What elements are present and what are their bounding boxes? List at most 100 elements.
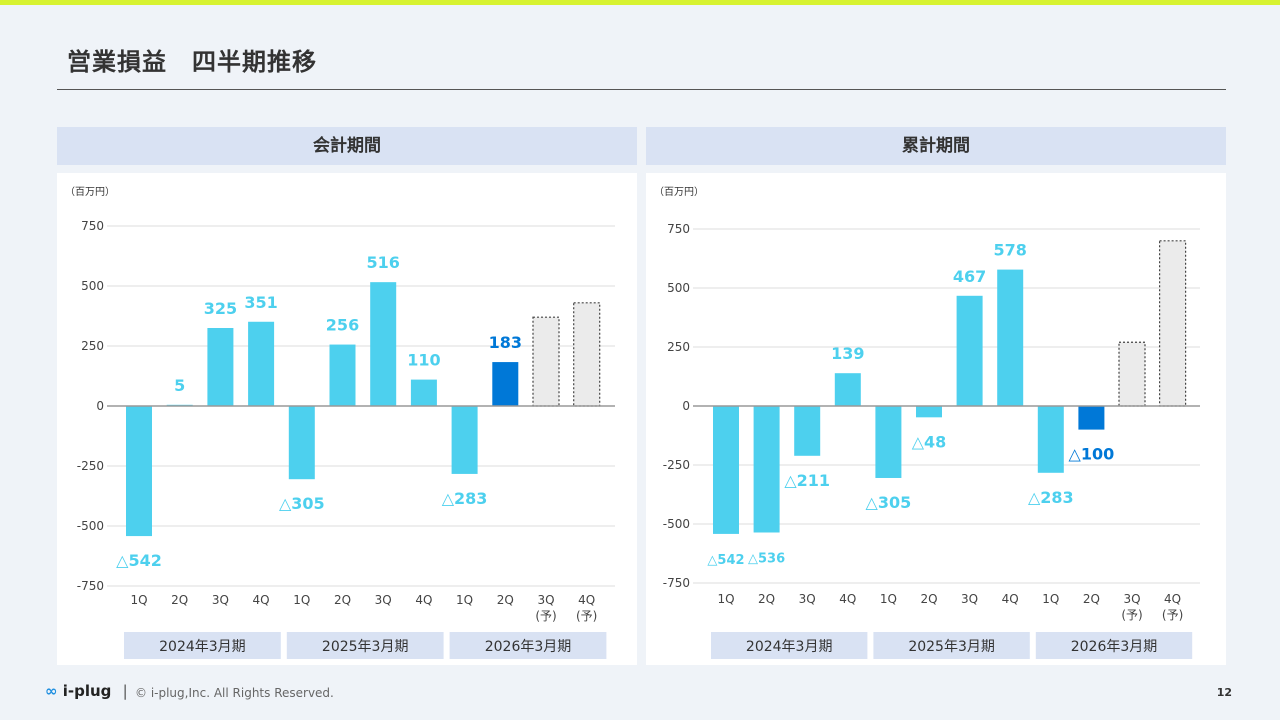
x-tick-label: 1Q (1042, 592, 1059, 606)
bar (997, 269, 1024, 406)
x-tick-label: 3Q (1123, 592, 1140, 606)
forecast-bar (1118, 341, 1146, 407)
data-label: △283 (1028, 488, 1074, 507)
x-tick-label: 2Q (171, 593, 188, 607)
y-tick-label: 750 (667, 222, 690, 236)
accent-bar (0, 0, 1280, 5)
forecast-bar (1158, 240, 1187, 407)
x-tick-label: 1Q (456, 593, 473, 607)
y-tick-label: 500 (81, 279, 104, 293)
bar (753, 406, 780, 533)
x-tick-label: 2Q (334, 593, 351, 607)
data-label: 351 (244, 293, 277, 312)
chart-panel-cumulative: （百万円） 750 500 250 0 -250 -500 -750 △542 1Q △536 2Q △… (646, 173, 1226, 665)
data-label: 516 (366, 253, 399, 272)
bar (834, 373, 861, 406)
bar (248, 321, 275, 406)
y-tick-label: 500 (667, 281, 690, 295)
data-label: △542 (707, 553, 744, 568)
x-tick-forecast-label: (予) (535, 609, 556, 623)
x-tick-label: 4Q (253, 593, 270, 607)
y-tick-label: 250 (667, 340, 690, 354)
x-tick-label: 2Q (758, 592, 775, 606)
x-tick-label: 1Q (130, 593, 147, 607)
footer-separator: | (122, 682, 128, 700)
y-tick-label: 0 (682, 399, 690, 413)
bar (956, 295, 983, 406)
y-tick-label: -750 (77, 579, 104, 593)
forecast-bar (573, 302, 601, 407)
x-tick-label: 4Q (839, 592, 856, 606)
bar (288, 406, 315, 480)
unit-label: （百万円） (654, 186, 704, 198)
bar (916, 406, 942, 418)
bar (875, 406, 902, 478)
data-label: 5 (174, 376, 185, 395)
x-tick-label: 2Q (1083, 592, 1100, 606)
data-label: △536 (748, 551, 785, 566)
page-number: 12 (1216, 686, 1232, 699)
x-tick-label: 1Q (293, 593, 310, 607)
data-label: 110 (407, 351, 440, 370)
copyright: © i-plug,Inc. All Rights Reserved. (135, 686, 334, 700)
chart-panel-quarterly: （百万円） 750 500 250 0 -250 -500 -750 △542 1Q 5 2Q 325 3… (57, 173, 637, 665)
data-label: 325 (204, 299, 237, 318)
data-label: △305 (866, 493, 912, 512)
data-label: 139 (831, 344, 864, 363)
logo-text: i-plug (62, 682, 112, 700)
logo: ∞ i-plug | (45, 682, 128, 700)
bar (329, 344, 356, 406)
bar (1078, 406, 1105, 430)
chart-quarterly: （百万円） 750 500 250 0 -250 -500 -750 △542 1Q 5 2Q 325 3… (65, 186, 615, 659)
data-label: △305 (279, 494, 325, 513)
x-tick-label: 1Q (717, 592, 734, 606)
y-tick-label: -500 (77, 519, 104, 533)
period-group-label: 2024年3月期 (159, 639, 246, 655)
data-label: 256 (326, 316, 359, 335)
x-tick-forecast-label: (予) (1162, 608, 1183, 622)
period-group-label: 2025年3月期 (908, 639, 995, 655)
period-group-box (1035, 632, 1193, 659)
bar (126, 406, 152, 537)
y-tick-label: 250 (81, 339, 104, 353)
data-label: △211 (784, 471, 830, 490)
title-divider (57, 89, 1226, 90)
data-label: △283 (442, 489, 488, 508)
bar (370, 282, 397, 406)
y-tick-label: -250 (663, 458, 690, 472)
data-label: △100 (1069, 445, 1115, 464)
bar (713, 406, 739, 534)
bar (1037, 406, 1064, 473)
x-tick-forecast-label: (予) (1121, 608, 1142, 622)
x-tick-label: 3Q (537, 593, 554, 607)
period-group-box (449, 632, 607, 659)
bar (207, 328, 234, 406)
period-group-box (873, 632, 1030, 659)
x-tick-label: 3Q (375, 593, 392, 607)
page-title: 営業損益 四半期推移 (67, 48, 317, 76)
y-tick-label: -500 (663, 517, 690, 531)
x-tick-label: 3Q (212, 593, 229, 607)
bar (794, 406, 821, 456)
y-tick-label: -750 (663, 576, 690, 590)
x-tick-label: 3Q (799, 592, 816, 606)
data-label: △542 (116, 551, 162, 570)
x-tick-label: 4Q (1164, 592, 1181, 606)
data-label: 578 (993, 241, 1026, 260)
x-tick-label: 2Q (920, 592, 937, 606)
bar (451, 406, 478, 474)
chart-header-quarterly: 会計期間 (57, 127, 637, 165)
x-tick-label: 4Q (415, 593, 432, 607)
period-group-label: 2025年3月期 (322, 639, 409, 655)
y-tick-label: 750 (81, 219, 104, 233)
y-tick-label: 0 (96, 399, 104, 413)
logo-icon: ∞ (45, 682, 58, 700)
period-group-box (124, 632, 281, 659)
period-group-box (711, 632, 868, 659)
period-group-label: 2026年3月期 (1071, 639, 1158, 655)
x-tick-label: 3Q (961, 592, 978, 606)
data-label: △48 (912, 432, 947, 451)
x-tick-forecast-label: (予) (576, 609, 597, 623)
forecast-bar (532, 316, 560, 407)
x-tick-label: 4Q (578, 593, 595, 607)
